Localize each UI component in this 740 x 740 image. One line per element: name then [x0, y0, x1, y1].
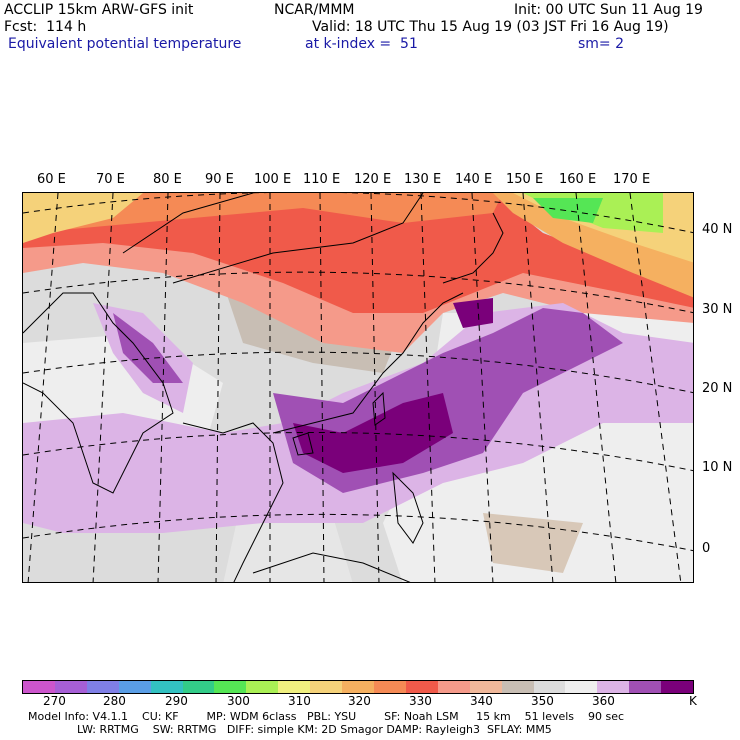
- field-name: Equivalent potential temperature: [8, 36, 242, 52]
- colorbar-segment-0: [23, 681, 55, 693]
- colorbar-segment-2: [86, 681, 119, 693]
- lon-label-140e: 140 E: [455, 172, 493, 187]
- lon-label-80e: 80 E: [153, 172, 182, 187]
- coastline-indochina: [182, 422, 284, 582]
- coastline-japan: [442, 212, 504, 284]
- lon-label-110e: 110 E: [303, 172, 341, 187]
- valid-time: Valid: 18 UTC Thu 15 Aug 19 (03 JST Fri …: [312, 19, 669, 35]
- lon-label-60e: 60 E: [37, 172, 66, 187]
- colorbar-segment-12: [405, 681, 438, 693]
- lon-label-70e: 70 E: [96, 172, 125, 187]
- map-panel: [22, 192, 694, 583]
- field-band-orange: [23, 193, 503, 233]
- lon-label-170e: 170 E: [613, 172, 651, 187]
- lon-label-90e: 90 E: [205, 172, 234, 187]
- colorbar-label-340: 340: [470, 694, 493, 708]
- lat-label-20n: 20 N: [702, 381, 733, 396]
- colorbar-segment-16: [533, 681, 566, 693]
- colorbar-label-300: 300: [227, 694, 250, 708]
- smoothing-label: sm= 2: [578, 36, 625, 52]
- coastline-taiwan: [372, 391, 386, 426]
- lat-label-10n: 10 N: [702, 460, 733, 475]
- coastline-india: [23, 292, 174, 494]
- colorbar-segment-17: [565, 681, 598, 693]
- coastline-borneo: [252, 552, 411, 582]
- border-central-asia: [122, 193, 254, 254]
- colorbar-segment-11: [373, 681, 406, 693]
- colorbar-segment-3: [118, 681, 151, 693]
- field-region-purple-india: [113, 313, 183, 383]
- level-index: at k-index = 51: [305, 36, 418, 52]
- colorbar-segment-5: [182, 681, 215, 693]
- colorbar-label-320: 320: [348, 694, 371, 708]
- colorbar-label-290: 290: [165, 694, 188, 708]
- lon-label-120e: 120 E: [354, 172, 392, 187]
- coastline-hainan: [292, 432, 314, 456]
- model-info-line2: LW: RRTMG SW: RRTMG DIFF: simple KM: 2D …: [28, 723, 552, 736]
- colorbar-segment-18: [597, 681, 630, 693]
- border-mongolia-china: [172, 193, 424, 284]
- init-time: Init: 00 UTC Sun 11 Aug 19: [514, 2, 703, 18]
- coastline-china: [272, 292, 464, 434]
- forecast-hour: Fcst: 114 h: [4, 19, 87, 35]
- colorbar-segment-8: [278, 681, 311, 693]
- field-band-green-ne: [533, 198, 603, 223]
- lon-label-130e: 130 E: [404, 172, 442, 187]
- colorbar-unit: K: [689, 694, 697, 708]
- colorbar-segment-6: [214, 681, 247, 693]
- colorbar-label-270: 270: [43, 694, 66, 708]
- colorbar-segment-9: [310, 681, 343, 693]
- colorbar-segment-1: [54, 681, 87, 693]
- field-patch-tan-pacific: [483, 513, 583, 573]
- colorbar-segment-7: [246, 681, 279, 693]
- field-region-darkpurple-japan: [453, 298, 493, 328]
- colorbar-segment-19: [629, 681, 662, 693]
- lat-label-30n: 30 N: [702, 302, 733, 317]
- colorbar-segment-15: [501, 681, 534, 693]
- colorbar-segment-10: [342, 681, 374, 693]
- field-band-yellow-west: [23, 193, 143, 243]
- model-info-line1: Model Info: V4.1.1 CU: KF MP: WDM 6class…: [28, 710, 625, 723]
- colorbar-label-330: 330: [409, 694, 432, 708]
- theta-e-map: [23, 193, 693, 582]
- colorbar-label-280: 280: [103, 694, 126, 708]
- lat-label-equator: 0: [702, 541, 711, 556]
- lon-label-150e: 150 E: [506, 172, 544, 187]
- colorbar-segment-14: [469, 681, 502, 693]
- model-title: ACCLIP 15km ARW-GFS init: [4, 2, 194, 18]
- lat-label-40n: 40 N: [702, 222, 733, 237]
- field-region-darkpurple-scs: [293, 393, 453, 473]
- institution-label: NCAR/MMM: [274, 2, 355, 18]
- lon-label-100e: 100 E: [254, 172, 292, 187]
- colorbar-label-310: 310: [288, 694, 311, 708]
- colorbar-segment-4: [150, 681, 183, 693]
- colorbar-label-350: 350: [531, 694, 554, 708]
- colorbar-segment-20: [661, 681, 694, 693]
- field-band-red: [23, 193, 693, 313]
- colorbar: [22, 680, 694, 694]
- colorbar-segment-13: [437, 681, 470, 693]
- colorbar-label-360: 360: [592, 694, 615, 708]
- coastline-philippines: [392, 471, 424, 544]
- lon-label-160e: 160 E: [559, 172, 597, 187]
